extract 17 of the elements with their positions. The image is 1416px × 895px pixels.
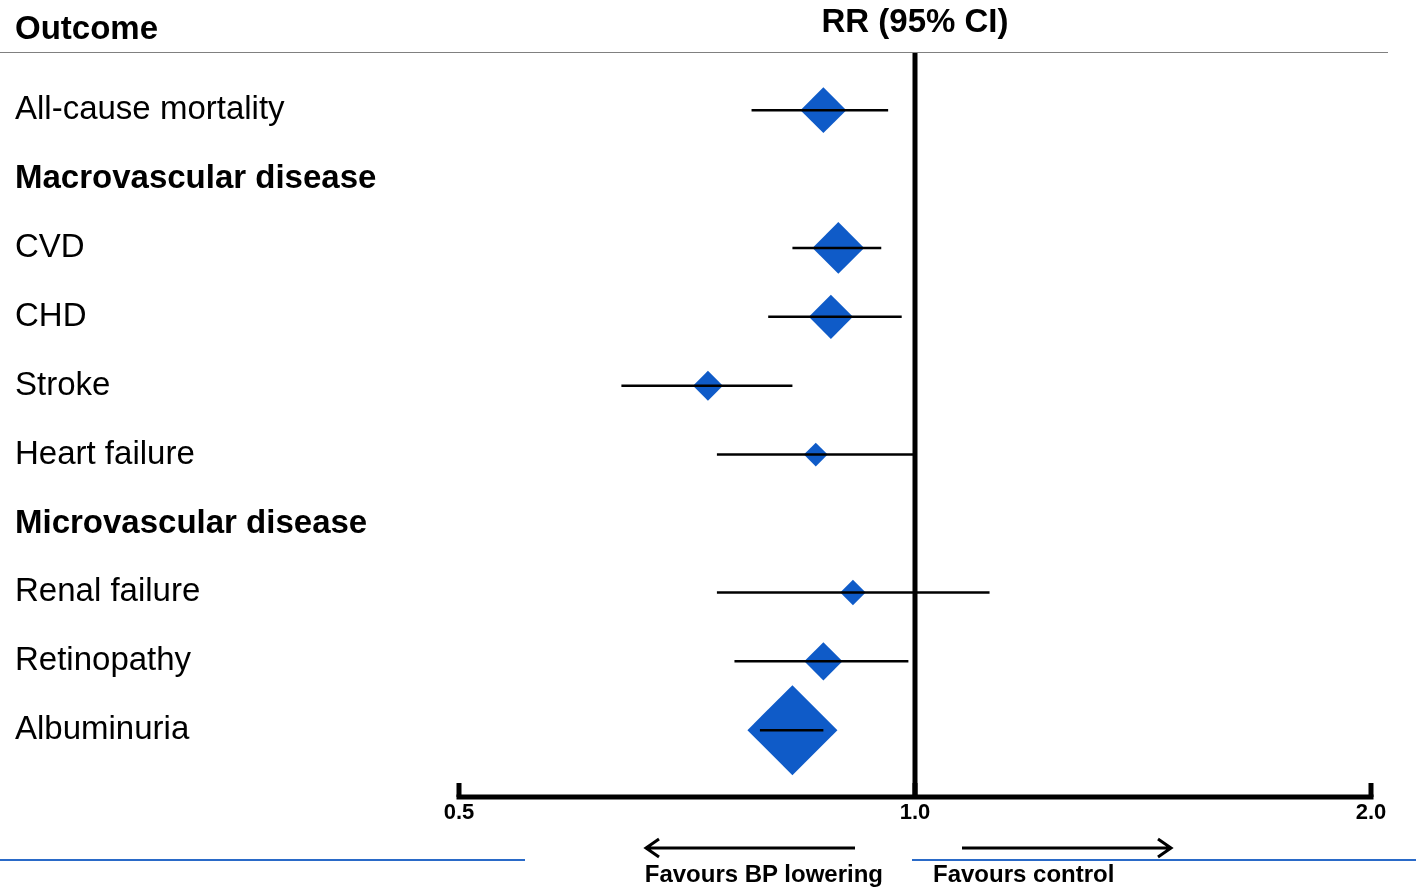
text: Favours control bbox=[933, 859, 1115, 887]
y-tick-label: Heart failure bbox=[15, 433, 195, 471]
y-tick-label: CVD bbox=[15, 227, 85, 265]
x-tick-label: 1.0 bbox=[899, 799, 931, 825]
y-tick-label: Stroke bbox=[15, 364, 111, 402]
y-tick-label: Albuminuria bbox=[15, 709, 190, 747]
y-axis-title: Outcome bbox=[15, 9, 159, 47]
x-tick-label: 2.0 bbox=[1355, 799, 1387, 825]
y-tick-label: CHD bbox=[15, 295, 87, 333]
y-tick-label: Retinopathy bbox=[15, 640, 192, 678]
y-tick-label: Macrovascular disease bbox=[15, 158, 377, 196]
chart-title: RR (95% CI) bbox=[821, 2, 1009, 40]
y-tick-label: Microvascular disease bbox=[15, 502, 368, 540]
y-tick-label: Renal failure bbox=[15, 571, 201, 609]
y-tick-label: All-cause mortality bbox=[15, 89, 286, 127]
x-tick-label: 0.5 bbox=[443, 799, 475, 825]
text: Favours BP lowering bbox=[644, 859, 883, 887]
